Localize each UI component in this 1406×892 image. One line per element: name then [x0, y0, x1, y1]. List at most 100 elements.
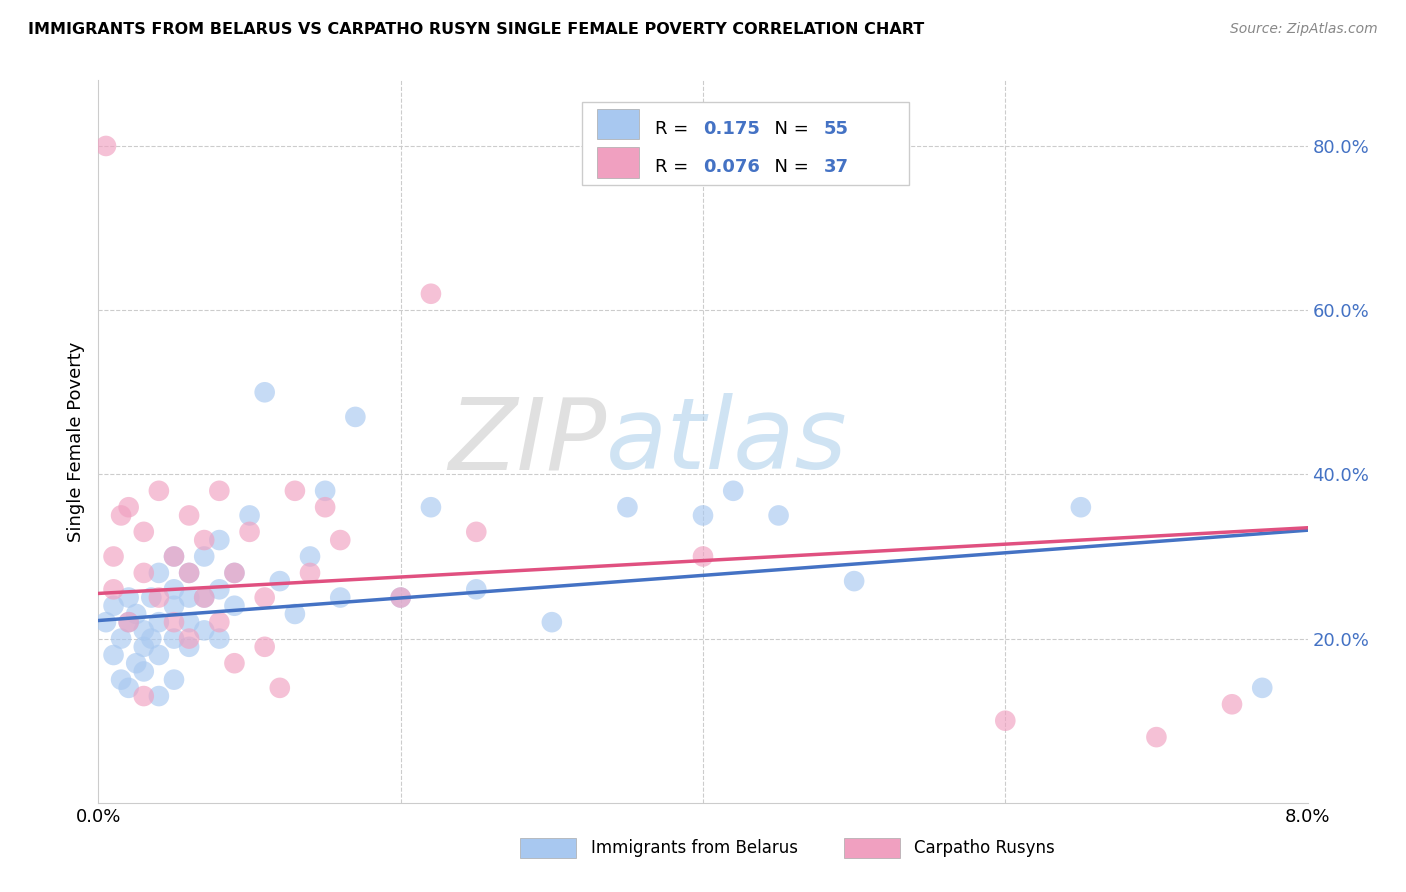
Point: [314, 500, 336, 515]
Point: [465, 582, 488, 597]
Point: [284, 607, 307, 621]
Text: atlas: atlas: [606, 393, 848, 490]
Point: [465, 524, 488, 539]
Text: Carpatho Rusyns: Carpatho Rusyns: [914, 839, 1054, 857]
Point: [208, 483, 231, 498]
Text: N =: N =: [763, 120, 815, 137]
Point: [103, 599, 125, 613]
FancyBboxPatch shape: [582, 102, 908, 185]
Point: [420, 500, 443, 515]
Point: [389, 591, 412, 605]
Point: [148, 615, 170, 630]
Text: Source: ZipAtlas.com: Source: ZipAtlas.com: [1230, 22, 1378, 37]
Point: [179, 566, 201, 580]
Point: [389, 591, 412, 605]
Point: [179, 632, 201, 646]
Point: [208, 533, 231, 547]
Point: [110, 632, 132, 646]
Point: [224, 566, 246, 580]
Text: IMMIGRANTS FROM BELARUS VS CARPATHO RUSYN SINGLE FEMALE POVERTY CORRELATION CHAR: IMMIGRANTS FROM BELARUS VS CARPATHO RUSY…: [28, 22, 924, 37]
Point: [224, 657, 246, 671]
Point: [420, 286, 443, 301]
Point: [118, 681, 141, 695]
Point: [208, 582, 231, 597]
Point: [148, 648, 170, 662]
Point: [163, 582, 186, 597]
Point: [110, 673, 132, 687]
Point: [844, 574, 866, 588]
Point: [132, 524, 155, 539]
Point: [269, 574, 291, 588]
Text: R =: R =: [655, 120, 693, 137]
Point: [994, 714, 1017, 728]
Text: 37: 37: [824, 158, 849, 176]
Point: [269, 681, 291, 695]
Text: 0.175: 0.175: [703, 120, 759, 137]
Point: [208, 615, 231, 630]
Point: [141, 632, 163, 646]
Point: [141, 591, 163, 605]
Y-axis label: Single Female Poverty: Single Female Poverty: [66, 342, 84, 541]
Point: [692, 549, 714, 564]
Point: [253, 640, 276, 654]
Point: [148, 689, 170, 703]
Point: [193, 624, 215, 638]
Point: [692, 508, 714, 523]
Point: [540, 615, 562, 630]
Point: [163, 673, 186, 687]
Point: [132, 640, 155, 654]
Bar: [596, 147, 638, 178]
Point: [179, 591, 201, 605]
Text: 0.076: 0.076: [703, 158, 759, 176]
Point: [329, 533, 352, 547]
Text: ZIP: ZIP: [449, 393, 606, 490]
Point: [132, 665, 155, 679]
Point: [148, 591, 170, 605]
Point: [253, 385, 276, 400]
Point: [103, 582, 125, 597]
Point: [163, 615, 186, 630]
Point: [1146, 730, 1168, 744]
Bar: [596, 109, 638, 139]
Point: [193, 549, 215, 564]
Point: [163, 599, 186, 613]
Point: [103, 648, 125, 662]
Point: [208, 632, 231, 646]
Point: [179, 508, 201, 523]
Point: [118, 500, 141, 515]
Text: N =: N =: [763, 158, 815, 176]
Point: [163, 632, 186, 646]
Point: [299, 566, 322, 580]
Point: [179, 615, 201, 630]
Point: [148, 483, 170, 498]
Point: [163, 549, 186, 564]
Point: [314, 483, 336, 498]
Point: [163, 549, 186, 564]
Point: [118, 615, 141, 630]
Point: [224, 599, 246, 613]
Point: [148, 566, 170, 580]
Point: [110, 508, 132, 523]
Point: [344, 409, 367, 424]
Point: [118, 615, 141, 630]
Point: [125, 657, 148, 671]
Point: [253, 591, 276, 605]
Point: [239, 508, 262, 523]
Text: 55: 55: [824, 120, 849, 137]
Point: [723, 483, 745, 498]
Point: [1070, 500, 1092, 515]
Point: [193, 533, 215, 547]
Point: [132, 689, 155, 703]
Point: [193, 591, 215, 605]
Point: [118, 591, 141, 605]
Text: R =: R =: [655, 158, 693, 176]
Point: [179, 640, 201, 654]
Point: [329, 591, 352, 605]
Point: [94, 139, 117, 153]
Point: [1220, 698, 1243, 712]
Point: [179, 566, 201, 580]
Point: [94, 615, 117, 630]
Point: [193, 591, 215, 605]
Point: [616, 500, 638, 515]
Point: [284, 483, 307, 498]
